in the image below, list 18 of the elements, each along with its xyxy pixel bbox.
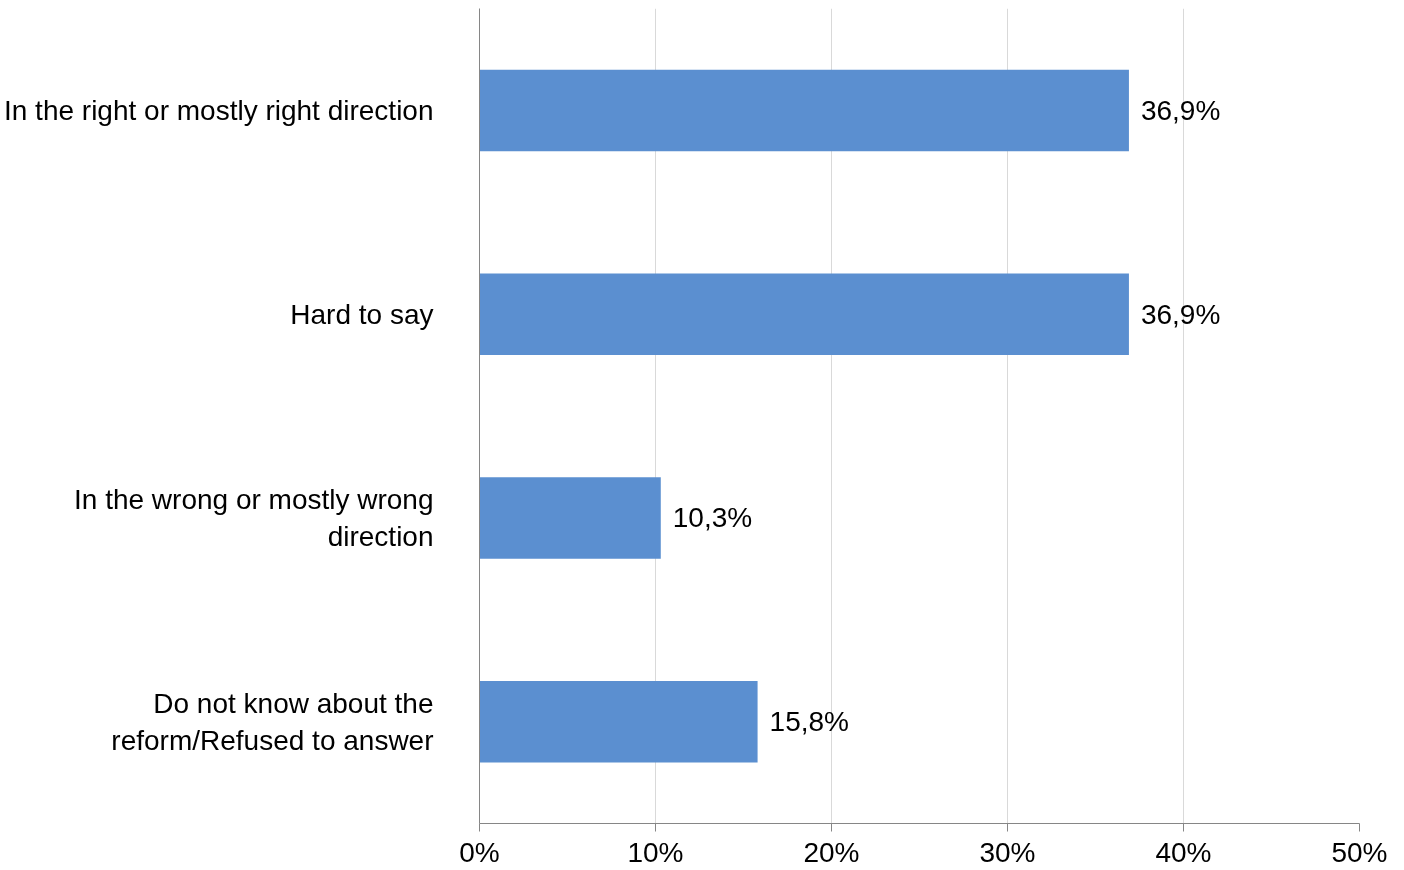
x-tick-label: 0% <box>459 836 500 868</box>
x-tick-label: 30% <box>979 836 1036 868</box>
bar <box>479 69 1129 152</box>
data-label: 15,8% <box>769 706 849 738</box>
bar <box>479 273 1129 355</box>
data-label: 36,9% <box>1140 298 1221 330</box>
y-tick-label: Do not know about the reform/Refused to answer <box>111 687 434 756</box>
bar <box>479 680 758 763</box>
x-tick-label: 50% <box>1331 836 1388 868</box>
y-tick-label: In the wrong or mostly wrong direction <box>74 483 434 552</box>
x-tick-label: 10% <box>627 836 684 868</box>
x-tick-label: 40% <box>1155 836 1212 868</box>
data-label: 10,3% <box>672 502 753 534</box>
y-tick-label: Hard to say <box>290 298 434 330</box>
data-label: 36,9% <box>1140 94 1221 126</box>
y-tick-label: In the right or mostly right direction <box>3 94 434 126</box>
x-tick-label: 20% <box>803 836 860 868</box>
bar <box>479 477 661 559</box>
